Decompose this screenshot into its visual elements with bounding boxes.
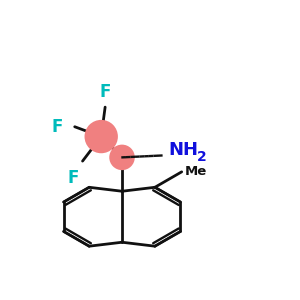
Text: F: F	[52, 118, 63, 136]
Text: 2: 2	[196, 150, 206, 164]
Text: Me: Me	[184, 165, 207, 178]
Circle shape	[85, 120, 118, 153]
Text: F: F	[67, 169, 78, 187]
Text: F: F	[99, 83, 111, 101]
Circle shape	[109, 145, 135, 170]
Text: NH: NH	[168, 140, 198, 158]
